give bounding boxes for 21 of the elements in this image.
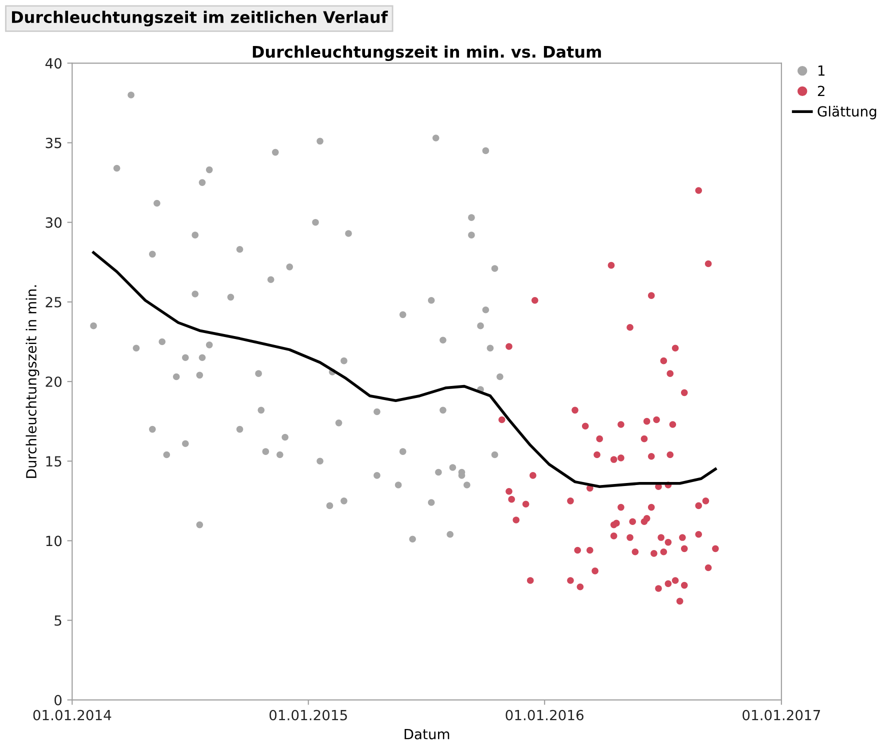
- y-tick-label: 40: [45, 58, 62, 69]
- legend-label: 1: [818, 66, 824, 76]
- x-tick-label: 01.01.2015: [270, 710, 347, 720]
- x-tick-label: 01.01.2017: [742, 710, 820, 720]
- y-axis-title: Durchleuchtungszeit in min.: [26, 285, 40, 478]
- y-tick-label: 5: [54, 615, 62, 626]
- y-tick-label: 35: [46, 138, 62, 148]
- chart-subtitle: Durchleuchtungszeit in min. vs. Datum: [252, 45, 601, 62]
- y-tick-label: 15: [46, 456, 62, 467]
- y-tick-label: 30: [46, 217, 62, 228]
- y-tick-label: 10: [46, 536, 62, 546]
- x-tick-label: 01.01.2016: [506, 710, 584, 720]
- y-tick-label: 25: [46, 296, 62, 308]
- x-axis-title: Datum: [404, 729, 450, 740]
- y-tick-label: 20: [46, 376, 62, 388]
- legend-label: 2: [818, 86, 824, 96]
- line-series: [92, 251, 717, 488]
- y-tick-label: 0: [54, 694, 62, 706]
- x-tick-label: 01.01.2014: [33, 710, 112, 720]
- chart-title: Durchleuchtungszeit im zeitlichen Verlauf: [12, 10, 388, 26]
- legend-label: Glättung: [818, 106, 876, 120]
